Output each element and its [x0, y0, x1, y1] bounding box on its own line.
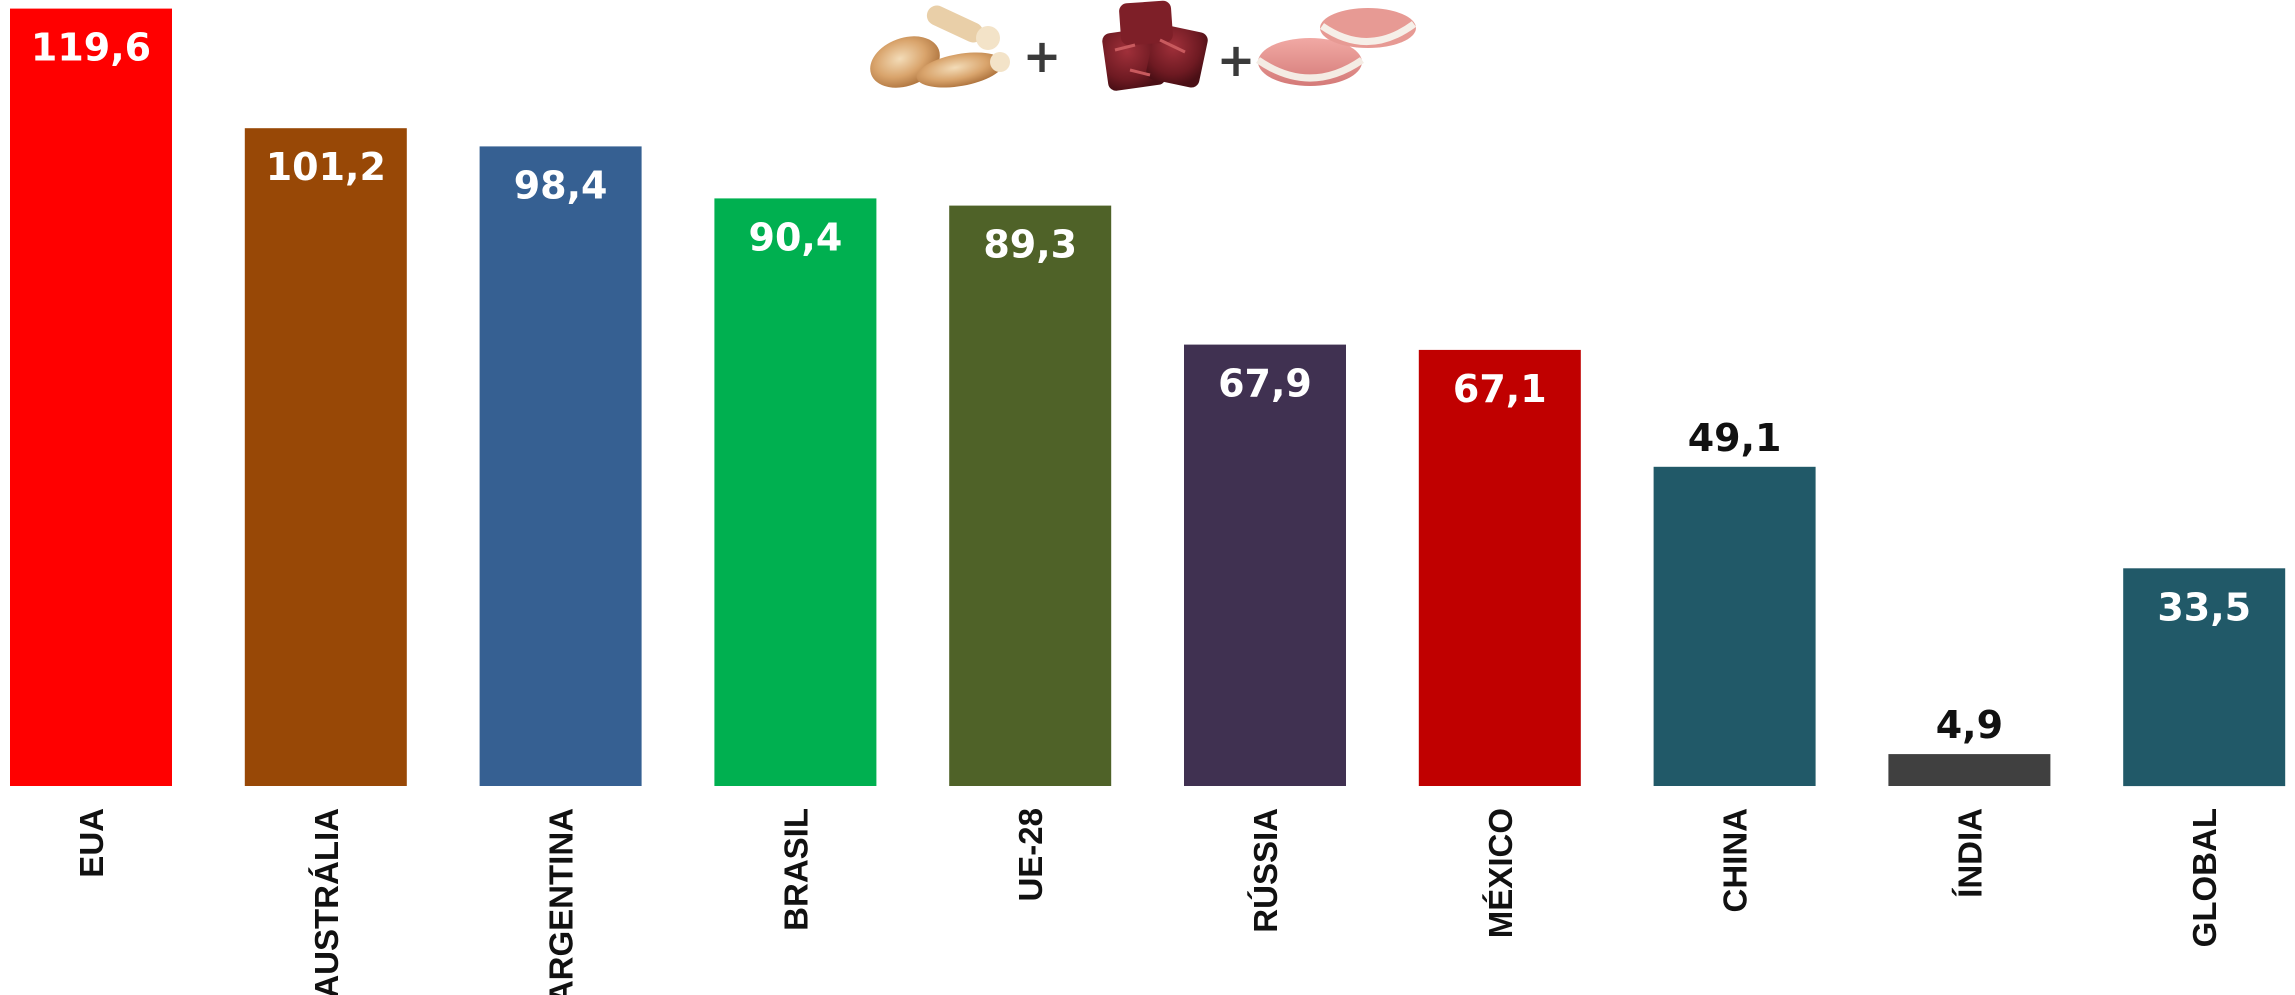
- value-label-3: 90,4: [749, 215, 843, 259]
- chicken-drumstick-icon: [870, 5, 1010, 88]
- category-label-0: EUA: [73, 808, 110, 878]
- plus-separator-2: +: [1217, 33, 1256, 87]
- bar-8: [1888, 754, 2051, 786]
- value-label-1: 101,2: [266, 145, 386, 189]
- bar-4: [949, 205, 1112, 787]
- category-label-5: RÚSSIA: [1247, 808, 1284, 933]
- value-labels-group: 119,6 101,2 98,4 90,4 89,3 67,9 67,1 49,1 4,9 33,…: [31, 26, 2251, 747]
- bar-5: [1184, 344, 1346, 786]
- value-label-2: 98,4: [514, 163, 608, 207]
- category-labels-group: EUA AUSTRÁLIA ARGENTINA BRASIL UE-28 RÚSSIA MÉ…: [73, 808, 2223, 995]
- value-label-6: 67,1: [1453, 367, 1547, 411]
- category-label-6: MÉXICO: [1482, 808, 1519, 938]
- category-label-2: ARGENTINA: [543, 808, 580, 995]
- category-label-7: CHINA: [1717, 808, 1754, 913]
- meat-icons-header: + +: [870, 0, 1417, 91]
- bars-group: [10, 8, 2286, 787]
- plus-separator-1: +: [1023, 29, 1062, 83]
- bar-6: [1418, 349, 1581, 786]
- bar-1: [244, 128, 407, 786]
- value-label-9: 33,5: [2157, 585, 2251, 629]
- bar-7: [1653, 466, 1816, 786]
- value-label-5: 67,9: [1218, 362, 1312, 406]
- category-label-8: ÍNDIA: [1951, 808, 1988, 898]
- category-label-3: BRASIL: [777, 808, 814, 931]
- value-label-8: 4,9: [1936, 703, 2003, 747]
- category-label-4: UE-28: [1012, 808, 1049, 902]
- pork-steak-icon: [1256, 8, 1417, 86]
- beef-cubes-icon: [1102, 0, 1208, 91]
- value-label-7: 49,1: [1688, 416, 1782, 460]
- value-label-0: 119,6: [31, 26, 151, 70]
- bar-0: [10, 8, 172, 787]
- value-label-4: 89,3: [983, 223, 1077, 267]
- category-label-9: GLOBAL: [2186, 808, 2223, 947]
- category-label-1: AUSTRÁLIA: [308, 808, 345, 995]
- bar-9: [2123, 568, 2286, 787]
- bar-3: [714, 198, 877, 786]
- bar-2: [479, 146, 642, 786]
